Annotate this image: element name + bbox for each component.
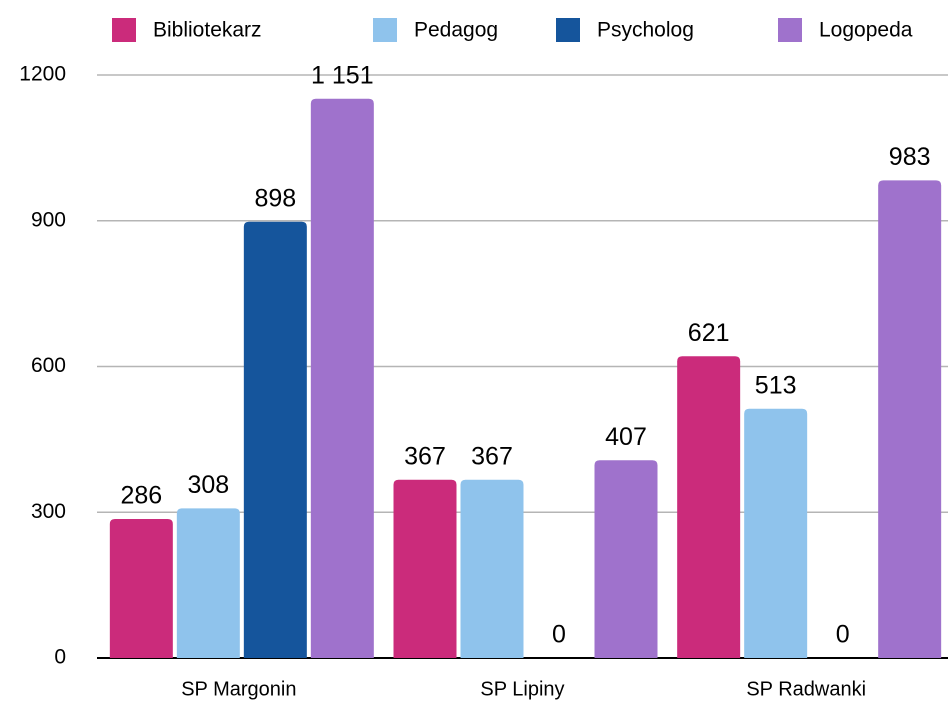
bar xyxy=(109,519,173,658)
x-tick-label: SP Lipiny xyxy=(480,678,564,700)
value-label: 983 xyxy=(889,143,931,171)
legend-swatch xyxy=(778,18,802,42)
bar xyxy=(243,221,307,658)
legend-label: Bibliotekarz xyxy=(153,19,262,42)
y-tick-label: 1200 xyxy=(19,63,66,86)
legend-swatch xyxy=(373,18,397,42)
bar xyxy=(744,408,808,658)
value-label: 0 xyxy=(836,621,850,649)
legend-swatch xyxy=(556,18,580,42)
bar xyxy=(176,508,240,658)
x-tick-label: SP Margonin xyxy=(181,678,296,700)
legend-swatch xyxy=(112,18,136,42)
value-label: 367 xyxy=(404,442,446,470)
y-tick-label: 600 xyxy=(31,354,66,377)
value-label: 286 xyxy=(120,482,162,510)
legend-label: Logopeda xyxy=(819,19,913,42)
value-label: 367 xyxy=(471,442,513,470)
x-tick-label: SP Radwanki xyxy=(746,678,866,700)
value-label: 0 xyxy=(552,621,566,649)
y-tick-label: 900 xyxy=(31,208,66,231)
bar xyxy=(677,356,741,658)
y-tick-label: 0 xyxy=(54,646,66,669)
y-tick-label: 300 xyxy=(31,500,66,523)
bar xyxy=(460,479,524,658)
value-label: 621 xyxy=(688,319,730,347)
bar xyxy=(393,479,457,658)
value-label: 308 xyxy=(187,471,229,499)
bar xyxy=(878,180,942,658)
value-label: 898 xyxy=(254,184,296,212)
value-label: 513 xyxy=(755,371,797,399)
legend-label: Psycholog xyxy=(597,19,694,42)
bar xyxy=(310,98,374,658)
value-label: 1 151 xyxy=(311,61,374,89)
bar xyxy=(594,460,658,658)
value-label: 407 xyxy=(605,423,647,451)
legend-label: Pedagog xyxy=(414,19,498,42)
